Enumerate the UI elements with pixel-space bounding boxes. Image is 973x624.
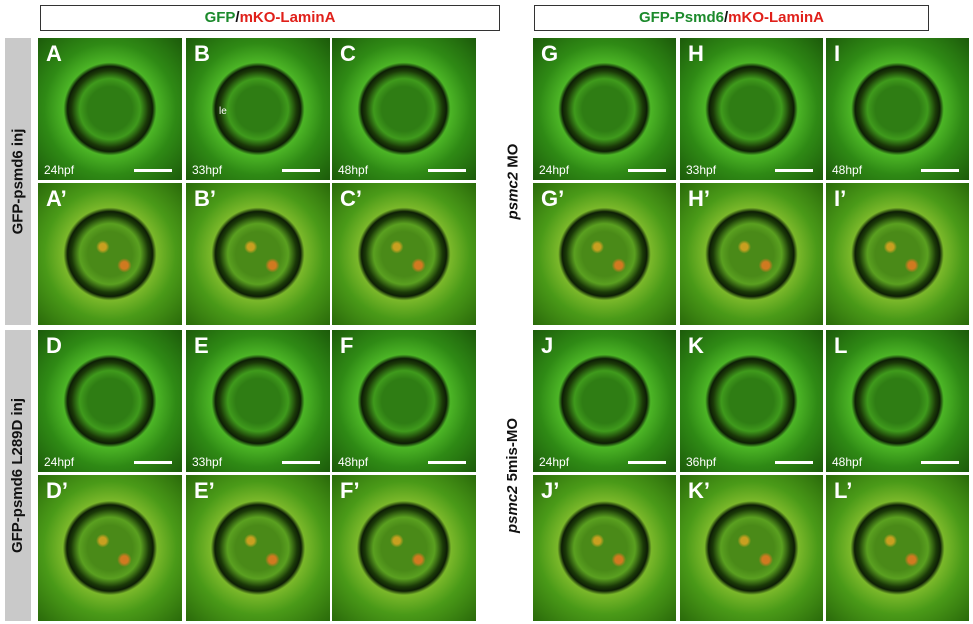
header-part: mKO-LaminA [728, 9, 825, 26]
panel-letter: I [834, 41, 841, 66]
micrograph: D’ [38, 475, 182, 621]
row-label-part: 5mis-MO [504, 417, 522, 486]
header-part: / [724, 9, 729, 26]
header-part: GFP-Psmd6 [638, 9, 724, 26]
scale-bar [282, 461, 320, 464]
micrograph: I 48hpf [826, 38, 969, 180]
micrograph: L 48hpf [826, 330, 969, 472]
row-label-text: GFP-psmd6 inj [10, 129, 27, 235]
row-label-part: GFP-psmd6 L289D inj [9, 397, 27, 554]
scale-bar [134, 461, 172, 464]
micrograph: F 48hpf [332, 330, 476, 472]
panel-letter: E’ [194, 478, 215, 503]
panel-letter: D [46, 333, 62, 358]
micrograph: B 33hpf le [186, 38, 330, 180]
row-label-part: psmc2 [504, 171, 522, 220]
panel-letter: L’ [834, 478, 853, 503]
scale-bar [628, 169, 666, 172]
header-part: GFP [204, 9, 236, 26]
time-label: 24hpf [44, 455, 75, 469]
header-part: / [235, 9, 240, 26]
row-label-part: MO [504, 143, 522, 172]
time-label: 48hpf [832, 455, 863, 469]
micrograph: L’ [826, 475, 969, 621]
micrograph: C 48hpf [332, 38, 476, 180]
micrograph: K 36hpf [680, 330, 823, 472]
scale-bar [775, 169, 813, 172]
micrograph: J 24hpf [533, 330, 676, 472]
micrograph: E’ [186, 475, 330, 621]
panel-letter: G’ [541, 186, 565, 211]
panel-letter: F’ [340, 478, 360, 503]
micrograph: C’ [332, 183, 476, 325]
panel-letter: I’ [834, 186, 847, 211]
scale-bar [921, 461, 959, 464]
panel-letter: J [541, 333, 554, 358]
panel-letter: C’ [340, 186, 362, 211]
panel-letter: A’ [46, 186, 67, 211]
time-label: 48hpf [338, 455, 369, 469]
panel-letter: L [834, 333, 848, 358]
scale-bar [282, 169, 320, 172]
scale-bar [628, 461, 666, 464]
micrograph: G 24hpf [533, 38, 676, 180]
scale-bar [428, 169, 466, 172]
micrograph: A’ [38, 183, 182, 325]
micrograph: A 24hpf [38, 38, 182, 180]
micrograph: K’ [680, 475, 823, 621]
panel-letter: C [340, 41, 356, 66]
panel-letter: H [688, 41, 704, 66]
time-label: 24hpf [539, 455, 570, 469]
annotation: le [219, 106, 227, 117]
time-label: 36hpf [686, 455, 717, 469]
time-label: 33hpf [192, 455, 223, 469]
row-label-text: psmc2 MO [505, 144, 522, 220]
row-label-part: psmc2 [504, 485, 522, 534]
panel-letter: B’ [194, 186, 216, 211]
row-label-part: GFP-psmd6 inj [9, 128, 27, 235]
panel-letter: K’ [688, 478, 710, 503]
scale-bar [134, 169, 172, 172]
panel-letter: J’ [541, 478, 560, 503]
panel-letter: F [340, 333, 354, 358]
row-label: GFP-psmd6 L289D inj [5, 330, 31, 621]
micrograph: H 33hpf [680, 38, 823, 180]
scale-bar [921, 169, 959, 172]
row-label-text: GFP-psmd6 L289D inj [10, 398, 27, 553]
panel-letter: D’ [46, 478, 68, 503]
time-label: 48hpf [832, 163, 863, 177]
panel-header: GFP/mKO-LaminA [40, 5, 500, 31]
time-label: 33hpf [192, 163, 223, 177]
time-label: 33hpf [686, 163, 717, 177]
row-label: GFP-psmd6 inj [5, 38, 31, 325]
micrograph: E 33hpf [186, 330, 330, 472]
time-label: 48hpf [338, 163, 369, 177]
micrograph: F’ [332, 475, 476, 621]
scale-bar [428, 461, 466, 464]
header-part: mKO-LaminA [239, 9, 336, 26]
micrograph: I’ [826, 183, 969, 325]
time-label: 24hpf [44, 163, 75, 177]
panel-letter: K [688, 333, 704, 358]
micrograph: J’ [533, 475, 676, 621]
micrograph: G’ [533, 183, 676, 325]
panel-letter: G [541, 41, 559, 66]
panel-letter: H’ [688, 186, 710, 211]
panel-letter: E [194, 333, 209, 358]
time-label: 24hpf [539, 163, 570, 177]
panel-header: GFP-Psmd6/mKO-LaminA [534, 5, 929, 31]
row-label-text: psmc2 5mis-MO [505, 418, 522, 533]
micrograph: D 24hpf [38, 330, 182, 472]
panel-letter: A [46, 41, 62, 66]
row-label: psmc2 5mis-MO [500, 330, 526, 621]
micrograph: H’ [680, 183, 823, 325]
scale-bar [775, 461, 813, 464]
micrograph: B’ [186, 183, 330, 325]
row-label: psmc2 MO [500, 38, 526, 325]
panel-letter: B [194, 41, 210, 66]
